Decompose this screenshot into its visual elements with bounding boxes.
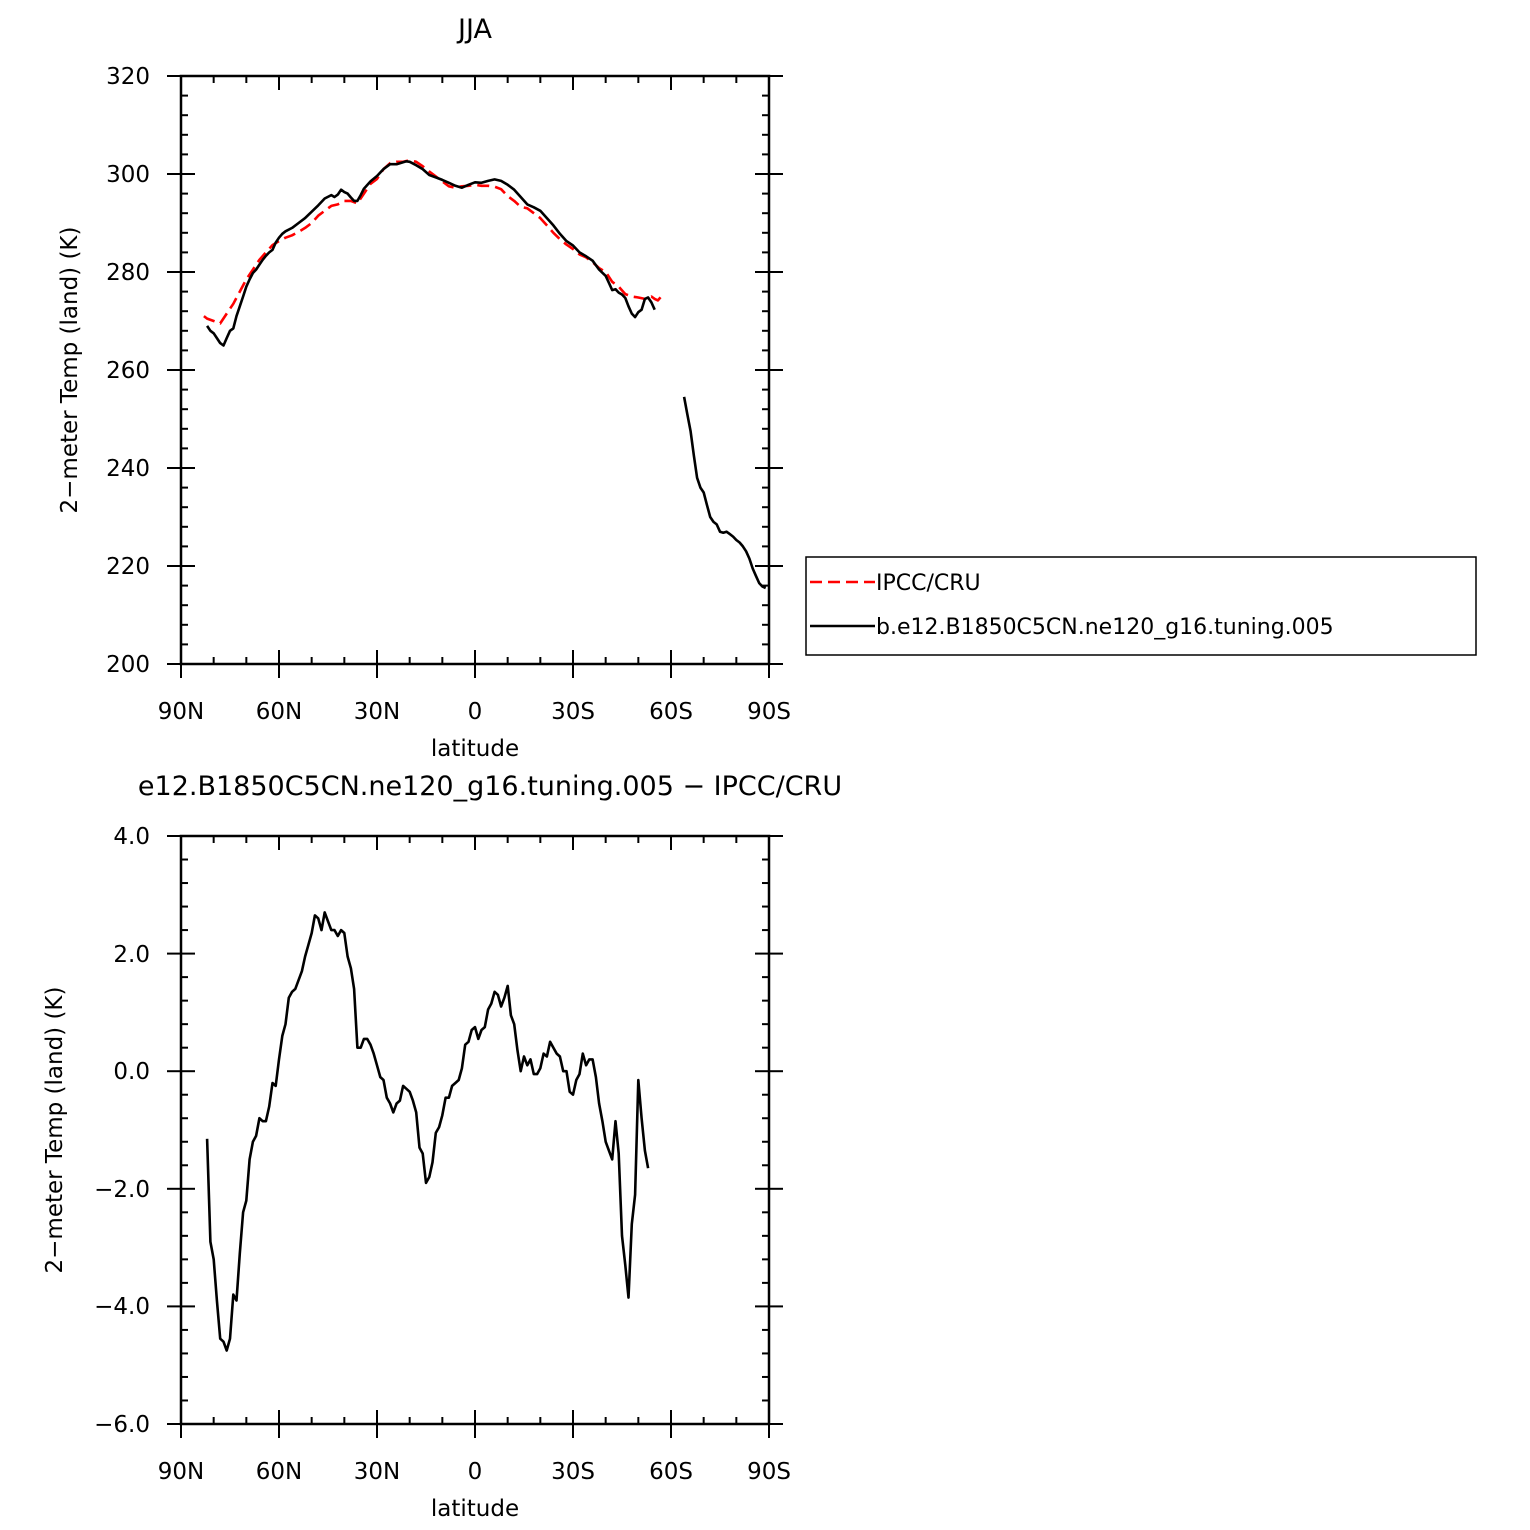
- bottom-plot-frame: [179, 834, 771, 1426]
- bottom-panel: e12.B1850C5CN.ne120_g16.tuning.005 − IPC…: [42, 771, 842, 1522]
- top-panel: JJA 90N 60N 30N 0 30S 60S 90S 200 220 24…: [57, 14, 791, 762]
- top-title: JJA: [456, 14, 492, 45]
- bottom-title: e12.B1850C5CN.ne120_g16.tuning.005 − IPC…: [138, 771, 842, 802]
- bottom-ticks: [167, 835, 783, 1438]
- bottom-x-axis-label: latitude: [431, 1496, 519, 1522]
- top-y-tick-label: 200: [106, 652, 150, 678]
- bottom-y-axis-label: 2−meter Temp (land) (K): [42, 987, 68, 1274]
- top-x-tick-label: 60S: [649, 699, 693, 725]
- top-series-line-0: [203, 159, 663, 325]
- bottom-x-tick-label: 30N: [354, 1459, 400, 1485]
- bottom-x-tick-label: 90N: [158, 1459, 204, 1485]
- top-y-tick-label: 220: [106, 554, 150, 580]
- top-x-tick-label: 60N: [256, 699, 302, 725]
- bottom-y-tick-label: 4.0: [113, 824, 150, 850]
- top-x-tick-label: 30N: [354, 699, 400, 725]
- bottom-y-tick-label: 2.0: [113, 942, 150, 968]
- top-y-tick-label: 260: [106, 358, 150, 384]
- bottom-y-tick-label: −6.0: [94, 1412, 150, 1438]
- top-plot-frame: [179, 74, 771, 666]
- top-series-group: [203, 159, 767, 590]
- top-y-tick-label: 280: [106, 260, 150, 286]
- top-x-tick-label: 90S: [747, 699, 791, 725]
- top-y-axis-label: 2−meter Temp (land) (K): [57, 227, 83, 514]
- top-series-line-2: [682, 396, 767, 590]
- bottom-y-tick-label: −4.0: [94, 1294, 150, 1320]
- top-ticks: [167, 75, 783, 678]
- bottom-x-tick-label: 60N: [256, 1459, 302, 1485]
- top-x-tick-label: 30S: [551, 699, 595, 725]
- top-x-tick-label: 90N: [158, 699, 204, 725]
- top-y-tick-label: 240: [106, 456, 150, 482]
- top-y-tick-label: 300: [106, 162, 150, 188]
- bottom-y-tick-label: −2.0: [94, 1177, 150, 1203]
- bottom-series-line-0: [205, 911, 650, 1352]
- legend-box: [805, 556, 1477, 656]
- bottom-y-tick-label: 0.0: [113, 1059, 150, 1085]
- legend: IPCC/CRU b.e12.B1850C5CN.ne120_g16.tunin…: [805, 556, 1477, 656]
- bottom-series-group: [205, 911, 650, 1352]
- legend-label-ipcc: IPCC/CRU: [876, 571, 981, 596]
- top-x-axis-label: latitude: [431, 736, 519, 762]
- top-x-tick-label: 0: [468, 699, 483, 725]
- legend-label-model: b.e12.B1850C5CN.ne120_g16.tuning.005: [876, 615, 1334, 640]
- top-series-line-1: [206, 160, 656, 347]
- bottom-x-tick-label: 60S: [649, 1459, 693, 1485]
- bottom-x-tick-label: 90S: [747, 1459, 791, 1485]
- bottom-x-tick-label: 0: [468, 1459, 483, 1485]
- bottom-x-tick-label: 30S: [551, 1459, 595, 1485]
- top-y-tick-label: 320: [106, 64, 150, 90]
